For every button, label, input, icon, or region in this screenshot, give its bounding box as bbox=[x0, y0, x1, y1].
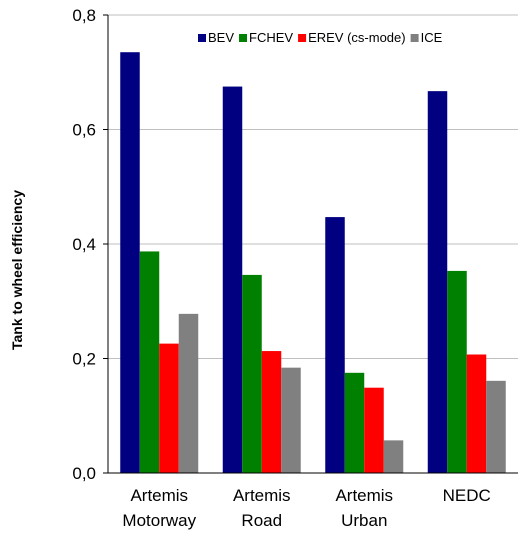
category-label-line: Artemis bbox=[130, 486, 188, 505]
category-label-line: Urban bbox=[341, 511, 387, 530]
legend-swatch bbox=[198, 34, 206, 42]
y-tick-label: 0,0 bbox=[72, 464, 96, 483]
bar-fchev bbox=[242, 274, 262, 473]
bar-erev-cs-mode bbox=[159, 343, 179, 473]
axes bbox=[107, 15, 518, 474]
bar-fchev bbox=[139, 251, 160, 473]
y-tick-label: 0,4 bbox=[72, 235, 96, 254]
legend-label: BEV bbox=[208, 30, 234, 45]
legend-swatch bbox=[239, 34, 248, 42]
bar-ice bbox=[178, 313, 199, 473]
bar-bev bbox=[120, 52, 140, 474]
bar-bev bbox=[325, 217, 345, 473]
legend-label: EREV (cs-mode) bbox=[308, 30, 406, 45]
bar-erev-cs-mode bbox=[261, 351, 282, 473]
y-tick-label: 0,6 bbox=[72, 121, 96, 140]
legend-swatch bbox=[298, 34, 307, 42]
bar-ice bbox=[486, 380, 506, 473]
category-label: Artemis Motorway bbox=[122, 486, 196, 530]
category-label-line: Motorway bbox=[122, 511, 196, 530]
category-label: Artemis Road bbox=[233, 486, 291, 530]
bar-fchev bbox=[447, 270, 467, 473]
bar-ice bbox=[383, 440, 404, 473]
category-label-line: Artemis bbox=[335, 486, 393, 505]
y-axis-label: Tank to wheel efficiency bbox=[9, 190, 25, 350]
category-label: Artemis Urban bbox=[335, 486, 393, 530]
bar-bev bbox=[222, 86, 243, 473]
bar-erev-cs-mode bbox=[364, 387, 384, 473]
y-tick-label: 0,8 bbox=[72, 6, 96, 25]
category-label: NEDC bbox=[443, 486, 491, 505]
legend-label: FCHEV bbox=[249, 30, 293, 45]
legend-label: ICE bbox=[421, 30, 443, 45]
category-label-line: Artemis bbox=[233, 486, 291, 505]
y-tick-labels: 0,0 0,2 0,4 0,6 0,8 bbox=[72, 6, 96, 483]
category-label-line: NEDC bbox=[443, 486, 491, 505]
bars bbox=[120, 52, 506, 474]
legend: BEV FCHEV EREV (cs-mode) ICE bbox=[198, 30, 443, 45]
bar-bev bbox=[427, 91, 448, 473]
bar-erev-cs-mode bbox=[466, 354, 487, 473]
bar-fchev bbox=[344, 372, 365, 473]
legend-swatch bbox=[410, 34, 419, 42]
category-labels: Artemis Motorway Artemis Road Artemis Urban NE… bbox=[122, 486, 490, 530]
category-label-line: Road bbox=[241, 511, 282, 530]
y-tick-label: 0,2 bbox=[72, 350, 96, 369]
bar-ice bbox=[281, 367, 301, 473]
